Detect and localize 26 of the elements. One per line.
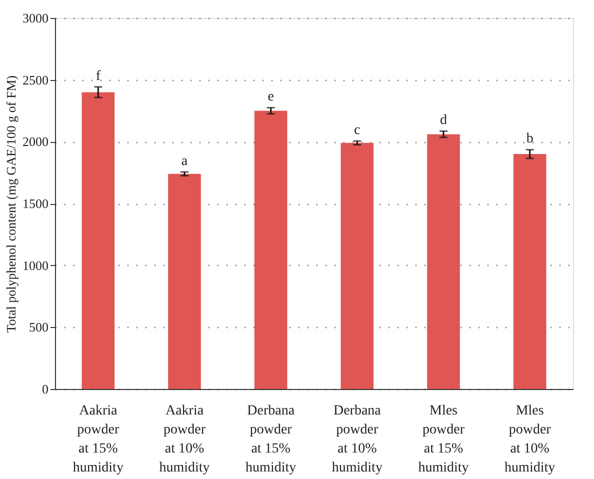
x-tick-label: Aakria powder at 10% humidity xyxy=(159,404,210,476)
bar xyxy=(340,142,374,389)
y-tick-label: 1000 xyxy=(22,258,48,273)
annotation: b xyxy=(526,132,534,147)
x-tick-label: Derbana powder at 15% humidity xyxy=(246,404,296,476)
x-tick-label: Mles powder at 10% humidity xyxy=(504,404,556,476)
x-tick-label: Derbana powder at 10% humidity xyxy=(332,404,382,476)
annotation: f xyxy=(96,68,101,84)
annotation: a xyxy=(181,154,188,169)
y-tick-label: 1500 xyxy=(22,196,48,211)
y-tick-label: 2000 xyxy=(22,134,48,150)
x-tick-label: Mles powder at 15% humidity xyxy=(418,404,469,476)
y-tick-label: 500 xyxy=(29,320,48,335)
annotation: e xyxy=(268,90,274,105)
bar xyxy=(427,134,460,389)
annotation: d xyxy=(440,113,447,128)
bar xyxy=(513,154,546,389)
annotation: c xyxy=(354,123,360,138)
x-tick-label: Aakria powder at 15% humidity xyxy=(72,404,124,476)
y-tick-label: 0 xyxy=(42,382,48,396)
bar xyxy=(82,92,115,389)
y-axis-title: Total polyphenol content (mg GAE/100 g of FM) xyxy=(4,75,18,333)
y-tick-label: 2500 xyxy=(22,72,48,88)
bar xyxy=(254,110,288,389)
y-tick-label: 3000 xyxy=(22,10,48,26)
bar xyxy=(168,174,201,389)
